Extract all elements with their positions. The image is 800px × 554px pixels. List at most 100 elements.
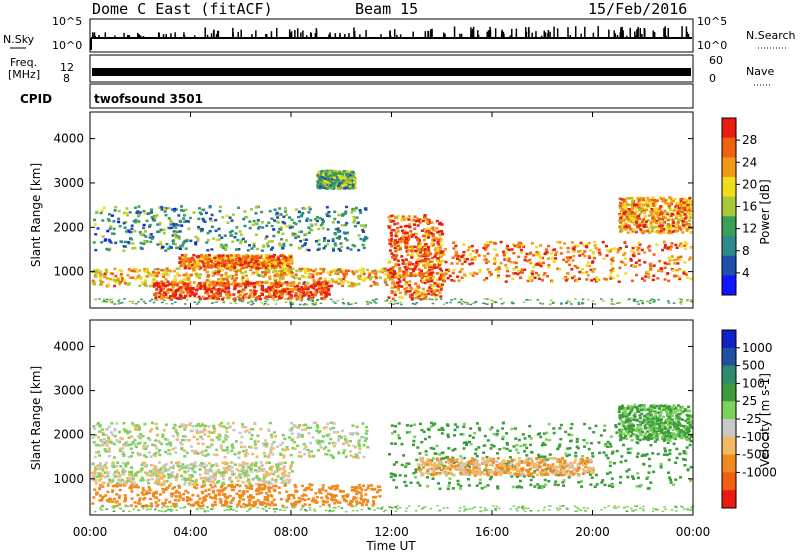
- range-gate-cell: [585, 243, 589, 246]
- range-gate-cell: [449, 301, 452, 304]
- range-gate-cell: [148, 274, 152, 277]
- range-gate-cell: [413, 227, 417, 230]
- range-gate-cell: [558, 268, 562, 271]
- range-gate-cell: [387, 226, 391, 229]
- range-gate-cell: [278, 277, 282, 280]
- range-gate-cell: [633, 203, 636, 207]
- range-gate-cell: [193, 264, 197, 267]
- range-gate-cell: [243, 224, 247, 228]
- range-gate-cell: [328, 273, 332, 276]
- range-gate-cell: [585, 271, 589, 274]
- range-gate-cell: [447, 268, 451, 271]
- nsky-spike: [636, 29, 638, 38]
- range-gate-cell: [367, 484, 371, 487]
- range-gate-cell: [634, 265, 637, 268]
- nsky-spike: [294, 29, 296, 38]
- range-gate-cell: [359, 491, 363, 494]
- range-gate-cell: [431, 226, 435, 229]
- range-gate-cell: [471, 302, 475, 305]
- nave-tick-top: 60: [709, 54, 723, 67]
- range-gate-cell: [225, 278, 229, 281]
- range-gate-cell: [408, 283, 412, 287]
- range-gate-cell: [689, 214, 693, 217]
- range-gate-cell: [272, 299, 276, 301]
- range-gate-cell: [203, 281, 207, 285]
- range-gate-cell: [416, 237, 420, 241]
- range-gate-cell: [642, 218, 646, 221]
- nsky-spike: [123, 32, 125, 38]
- range-gate-cell: [344, 178, 348, 182]
- range-gate-cell: [342, 231, 346, 234]
- range-gate-cell: [142, 300, 146, 303]
- range-gate-cell: [368, 278, 372, 281]
- range-gate-cell: [338, 268, 342, 271]
- range-gate-cell: [404, 224, 407, 228]
- range-gate-cell: [178, 486, 182, 489]
- range-gate-cell: [458, 257, 462, 260]
- range-gate-cell: [258, 280, 262, 284]
- range-gate-cell: [629, 259, 633, 262]
- nsky-spike: [613, 30, 615, 38]
- range-gate-cell: [372, 271, 376, 275]
- range-gate-cell: [633, 215, 637, 218]
- range-gate-cell: [189, 260, 193, 263]
- range-gate-cell: [394, 276, 398, 279]
- range-gate-cell: [290, 290, 294, 293]
- range-gate-cell: [334, 302, 337, 304]
- range-gate-cell: [194, 241, 198, 244]
- range-gate-cell: [688, 219, 692, 222]
- range-gate-cell: [162, 504, 166, 507]
- range-gate-cell: [266, 499, 269, 502]
- range-gate-cell: [680, 298, 683, 301]
- range-gate-cell: [255, 254, 259, 258]
- range-gate-cell: [281, 259, 285, 263]
- range-gate-cell: [201, 485, 205, 488]
- nsky-spike: [240, 29, 242, 38]
- range-gate-cell: [137, 485, 140, 489]
- range-gate-cell: [653, 210, 657, 213]
- nsky-spike: [639, 27, 642, 38]
- range-gate-cell: [609, 249, 613, 252]
- nsky-spike: [348, 33, 350, 38]
- range-gate-cell: [270, 286, 274, 289]
- range-gate-cell: [189, 498, 193, 501]
- range-gate-cell: [149, 240, 153, 244]
- range-gate-cell: [643, 261, 647, 264]
- range-gate-cell: [458, 259, 462, 262]
- range-gate-cell: [525, 259, 529, 263]
- range-gate-cell: [389, 267, 393, 271]
- range-gate-cell: [433, 255, 437, 259]
- range-gate-cell: [106, 484, 110, 487]
- range-gate-cell: [161, 301, 164, 304]
- range-gate-cell: [101, 485, 105, 488]
- range-gate-cell: [179, 247, 182, 250]
- range-gate-cell: [249, 268, 253, 271]
- range-gate-cell: [684, 201, 688, 204]
- range-gate-cell: [531, 272, 534, 276]
- range-gate-cell: [646, 270, 650, 273]
- range-gate-cell: [440, 230, 444, 233]
- range-gate-cell: [255, 261, 259, 265]
- range-gate-cell: [167, 217, 171, 220]
- range-gate-cell: [281, 257, 285, 260]
- range-gate-cell: [313, 500, 317, 504]
- range-gate-cell: [677, 224, 681, 228]
- range-gate-cell: [267, 266, 271, 269]
- range-gate-cell: [400, 303, 403, 306]
- range-gate-cell: [585, 245, 589, 249]
- range-gate-cell: [210, 225, 214, 229]
- range-gate-cell: [678, 226, 682, 230]
- range-gate-cell: [275, 272, 279, 276]
- range-gate-cell: [364, 237, 368, 241]
- range-gate-cell: [470, 258, 474, 261]
- range-gate-cell: [618, 197, 622, 200]
- range-gate-cell: [684, 203, 688, 207]
- range-gate-cell: [237, 248, 241, 251]
- range-gate-cell: [313, 283, 317, 286]
- range-gate-cell: [652, 201, 656, 204]
- range-gate-cell: [322, 297, 326, 301]
- range-gate-cell: [157, 499, 161, 502]
- range-gate-cell: [342, 498, 346, 501]
- range-gate-cell: [399, 225, 403, 229]
- range-gate-cell: [667, 300, 670, 302]
